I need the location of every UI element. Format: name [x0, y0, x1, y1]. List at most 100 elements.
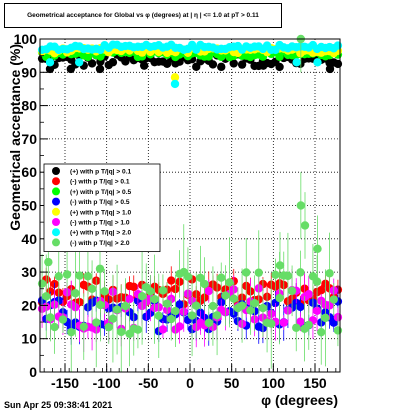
data-point: [133, 325, 143, 334]
data-point: [287, 286, 297, 296]
data-point: [296, 268, 305, 277]
data-point: [150, 295, 159, 304]
data-point: [117, 327, 126, 337]
legend-label: (+) with p T/|q| > 1.0: [70, 209, 132, 216]
data-point: [158, 325, 168, 334]
y-tick-label: 100: [14, 31, 38, 47]
legend-marker: [52, 228, 60, 237]
data-point: [137, 292, 147, 301]
data-point: [104, 322, 113, 332]
data-point: [74, 58, 84, 67]
data-point: [158, 286, 168, 295]
data-point: [125, 294, 134, 304]
data-point: [66, 64, 76, 74]
data-point: [325, 269, 334, 278]
data-point: [112, 305, 122, 314]
x-tick-label: -150: [51, 375, 79, 391]
legend-marker: [52, 207, 60, 216]
data-point: [333, 59, 343, 69]
data-point: [71, 289, 80, 298]
data-point: [44, 257, 53, 267]
data-point: [292, 323, 301, 332]
legend-label: (+) with p T/|q| > 0.5: [70, 189, 132, 196]
series-6: [37, 40, 343, 89]
data-point: [146, 287, 155, 296]
x-axis-title: φ (degrees): [261, 392, 338, 408]
data-point: [204, 286, 213, 296]
data-point: [108, 58, 118, 67]
data-point: [92, 318, 101, 327]
data-point: [67, 327, 76, 337]
data-point: [45, 58, 55, 67]
data-point: [100, 287, 109, 296]
data-point: [313, 244, 322, 253]
data-point: [333, 41, 343, 50]
data-point: [329, 295, 338, 304]
data-point: [208, 301, 218, 311]
legend-marker: [52, 167, 60, 175]
data-point: [167, 314, 176, 324]
data-point: [83, 272, 93, 281]
data-point: [217, 62, 226, 72]
data-point: [87, 284, 97, 294]
legend-marker: [52, 218, 60, 226]
data-point: [204, 318, 213, 328]
x-tick-label: -50: [138, 375, 158, 391]
data-point: [275, 293, 284, 303]
axes: -150 -100 -50 0 50 100 150 0 10 20 30 40 50 60 70 80 90 1…: [7, 31, 341, 408]
data-point: [62, 270, 72, 279]
y-tick-label: 40: [21, 231, 37, 247]
data-point: [283, 271, 293, 281]
data-point: [187, 311, 197, 320]
data-point: [217, 273, 226, 282]
data-point: [279, 318, 288, 327]
y-axis-title: Geometrical acceptance (%): [7, 44, 23, 231]
chart-title: Geometrical acceptance for Global vs φ (…: [4, 3, 282, 28]
y-tick-label: 70: [21, 131, 37, 147]
data-point: [167, 276, 176, 285]
series-7: [37, 34, 343, 372]
y-tick-label: 10: [21, 331, 37, 347]
data-point: [192, 301, 201, 310]
data-point: [170, 79, 180, 89]
legend-label: (+) with p T/|q| > 0.1: [70, 169, 132, 176]
data-point: [154, 311, 163, 320]
data-point: [296, 317, 305, 326]
x-tick-label: 0: [186, 375, 194, 391]
legend-marker: [52, 197, 60, 206]
data-point: [275, 62, 284, 72]
timestamp: Sun Apr 25 09:38:41 2021: [4, 400, 113, 410]
x-tick-label: 50: [224, 375, 240, 391]
data-point: [313, 58, 322, 67]
data-point: [79, 322, 88, 331]
y-tick-label: 50: [21, 198, 37, 214]
legend-marker: [52, 187, 60, 196]
data-point: [271, 270, 280, 280]
data-point: [175, 300, 184, 309]
legend-label: (-) with p T/|q| > 0.5: [70, 199, 130, 206]
data-point: [183, 272, 193, 281]
data-point: [75, 271, 84, 280]
data-point: [54, 272, 63, 281]
legend-label: (+) with p T/|q| > 2.0: [70, 230, 132, 237]
data-point: [45, 64, 55, 74]
data-point: [58, 315, 68, 324]
data-point: [171, 306, 180, 316]
y-tick-label: 80: [21, 98, 37, 114]
data-point: [317, 286, 326, 295]
data-point: [42, 292, 51, 301]
data-point: [325, 64, 335, 74]
data-point: [108, 314, 118, 323]
data-point: [300, 221, 310, 230]
data-point: [95, 64, 105, 74]
data-point: [96, 300, 105, 310]
data-point: [175, 322, 184, 331]
data-point: [304, 290, 313, 299]
data-point: [254, 268, 263, 277]
data-point: [50, 322, 59, 332]
data-point: [208, 60, 218, 69]
data-point: [237, 60, 247, 69]
data-point: [229, 294, 238, 303]
data-point: [275, 261, 285, 270]
